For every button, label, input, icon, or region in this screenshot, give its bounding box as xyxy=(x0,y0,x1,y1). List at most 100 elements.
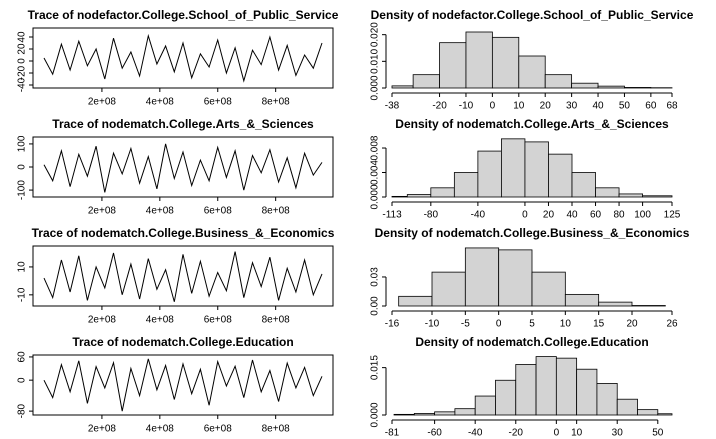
y-tick-label: 0 xyxy=(17,377,28,383)
trace-line xyxy=(43,143,323,193)
x-tick-label: 10 xyxy=(560,319,572,330)
hist-bar xyxy=(391,195,408,198)
hist-bar xyxy=(413,413,436,416)
hist-bar xyxy=(398,295,433,307)
y-tick-label: 0.00 xyxy=(370,296,381,316)
x-tick-label: 4e+08 xyxy=(146,424,175,435)
y-tick-label: 0.000 xyxy=(370,184,381,209)
x-tick-label: -80 xyxy=(424,210,439,221)
x-tick-label: 8e+08 xyxy=(262,97,291,108)
plot-frame xyxy=(32,245,334,307)
x-tick-label: -10 xyxy=(425,319,440,330)
x-tick-label: 10 xyxy=(571,428,583,439)
x-tick-label: 80 xyxy=(613,210,625,221)
hist-bar xyxy=(642,195,673,198)
x-tick-label: 20 xyxy=(626,319,638,330)
panel-title: Density of nodematch.College.Business_&_… xyxy=(375,226,690,240)
x-tick-label: 30 xyxy=(566,101,578,112)
x-tick-label: 8e+08 xyxy=(262,206,291,217)
x-tick-label: -10 xyxy=(459,101,474,112)
hist-bar xyxy=(576,368,598,416)
x-tick-label: 60 xyxy=(645,101,657,112)
x-tick-label: 6e+08 xyxy=(204,97,233,108)
x-tick-label: 4e+08 xyxy=(146,97,175,108)
hist-bar xyxy=(518,55,546,89)
y-tick-label: 40 xyxy=(17,31,28,43)
hist-bar xyxy=(406,194,432,198)
trace-line xyxy=(43,251,323,302)
x-tick-label: 4e+08 xyxy=(146,315,175,326)
hist-bar xyxy=(477,150,502,198)
hist-bar xyxy=(495,379,517,416)
hist-bar xyxy=(616,398,638,416)
plot-frame xyxy=(32,27,334,89)
y-tick-label: -40 xyxy=(17,77,28,92)
hist-bar xyxy=(564,293,600,307)
hist-bar xyxy=(464,247,500,307)
hist-bar xyxy=(501,138,526,198)
y-tick-label: -80 xyxy=(17,403,28,418)
panel-title: Density of nodematch.College.Education xyxy=(415,335,648,349)
x-tick-label: 50 xyxy=(619,101,631,112)
hist-bar xyxy=(430,187,455,198)
y-tick-label: 0.004 xyxy=(370,160,381,185)
x-tick-label: 40 xyxy=(592,101,604,112)
x-tick-label: -40 xyxy=(471,210,486,221)
y-tick-label: 20 xyxy=(17,43,28,55)
panel-title: Density of nodematch.College.Arts_&_Scie… xyxy=(395,117,669,131)
x-tick-label: 6e+08 xyxy=(204,206,233,217)
y-tick-label: 0.03 xyxy=(370,267,381,287)
y-tick-label: -10 xyxy=(17,287,28,302)
plot-frame xyxy=(32,136,334,198)
x-tick-label: -16 xyxy=(385,319,400,330)
hist-bar xyxy=(597,85,625,89)
y-tick-label: 10 xyxy=(17,261,28,273)
hist-bar xyxy=(598,301,633,307)
x-tick-label: 2e+08 xyxy=(88,97,117,108)
hist-bar xyxy=(474,395,496,416)
y-tick-label: 0.010 xyxy=(370,48,381,73)
hist-bar xyxy=(434,411,456,416)
hist-bar xyxy=(431,271,466,307)
x-tick-label: 20 xyxy=(540,101,552,112)
hist-bar xyxy=(412,74,440,89)
panel-title: Trace of nodefactor.College.School_of_Pu… xyxy=(28,8,339,22)
x-tick-label: 15 xyxy=(593,319,605,330)
x-tick-label: 6e+08 xyxy=(204,424,233,435)
y-tick-label: -100 xyxy=(17,180,28,200)
x-tick-label: 50 xyxy=(652,428,664,439)
x-tick-label: 2e+08 xyxy=(88,315,117,326)
hist-bar xyxy=(454,408,476,416)
hist-bar xyxy=(465,31,493,89)
x-tick-label: 125 xyxy=(664,210,681,221)
x-tick-label: 0 xyxy=(490,101,496,112)
x-tick-label: 40 xyxy=(566,210,578,221)
x-tick-label: 20 xyxy=(543,210,555,221)
hist-bar xyxy=(637,409,659,416)
x-tick-label: 2e+08 xyxy=(88,424,117,435)
hist-bar xyxy=(555,357,578,416)
x-tick-label: 10 xyxy=(513,101,525,112)
hist-bar xyxy=(624,87,652,89)
x-tick-label: 6e+08 xyxy=(204,315,233,326)
hist-bar xyxy=(535,356,557,416)
x-tick-label: 30 xyxy=(612,428,624,439)
y-tick-label: 0.000 xyxy=(370,75,381,100)
x-tick-label: -5 xyxy=(461,319,470,330)
y-tick-label: 60 xyxy=(17,351,28,363)
hist-bar xyxy=(453,172,479,198)
x-tick-label: 8e+08 xyxy=(262,424,291,435)
y-tick-label: 100 xyxy=(17,135,28,152)
trace-line xyxy=(43,358,323,412)
y-tick-label: -20 xyxy=(17,65,28,80)
hist-bar xyxy=(439,42,467,89)
hist-bar xyxy=(524,141,549,198)
x-tick-label: -20 xyxy=(432,101,447,112)
x-tick-label: -38 xyxy=(385,101,400,112)
x-tick-label: -20 xyxy=(509,428,524,439)
hist-bar xyxy=(618,193,643,198)
hist-bar xyxy=(548,153,573,198)
y-tick-label: 0.020 xyxy=(370,22,381,47)
hist-bar xyxy=(595,187,620,198)
